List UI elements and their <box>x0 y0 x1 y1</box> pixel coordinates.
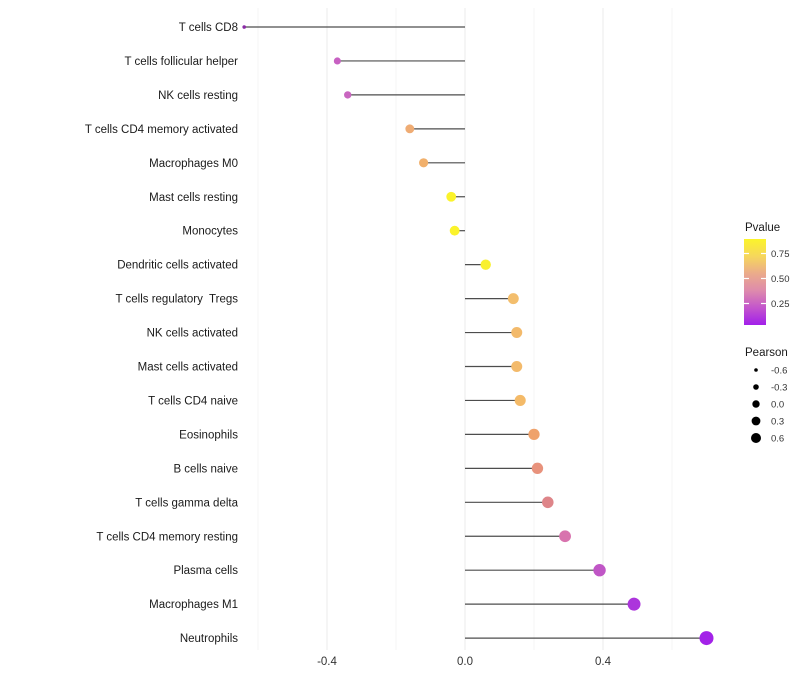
pvalue-colorbar-labels: 0.75 0.50 0.25 <box>771 249 790 310</box>
lollipop-point <box>528 428 540 441</box>
y-axis-label: Monocytes <box>182 226 238 238</box>
size-legend-label: -0.3 <box>771 383 787 394</box>
y-axis-label: Mast cells activated <box>138 362 238 374</box>
y-axis-label: Mast cells resting <box>149 192 238 204</box>
lollipop-point <box>507 293 519 305</box>
lollipop-point <box>511 361 523 372</box>
y-axis-label: NK cells activated <box>147 328 238 340</box>
y-axis-label: T cells regulatory Tregs <box>115 294 238 306</box>
lollipop-point <box>511 327 523 339</box>
pvalue-colorbar-ticks <box>744 252 766 305</box>
y-axis-label: Plasma cells <box>173 565 238 577</box>
pvalue-colorbar <box>744 239 766 325</box>
colorbar-tick-label: 0.25 <box>771 299 790 310</box>
x-axis-tick-label: 0.4 <box>595 656 612 668</box>
y-axis-label: Dendritic cells activated <box>117 260 238 272</box>
size-legend-dot <box>751 433 761 443</box>
y-axis-label: Macrophages M1 <box>149 599 238 611</box>
x-axis-tick-label: 0.0 <box>457 656 473 668</box>
size-legend-label: 0.3 <box>771 417 784 428</box>
size-legend-label: -0.6 <box>771 366 787 377</box>
lollipop-point <box>542 496 554 509</box>
pearson-size-legend: -0.6 -0.3 0.0 0.3 0.6 <box>751 366 787 445</box>
lollipop-point <box>699 631 714 646</box>
size-legend-dot <box>751 416 761 426</box>
x-axis-tick-labels: -0.4 0.0 0.4 <box>317 656 612 668</box>
y-axis-label: Macrophages M0 <box>149 158 238 170</box>
lollipop-point <box>449 225 460 236</box>
size-legend-dot <box>752 400 760 408</box>
y-axis-label: Eosinophils <box>179 429 238 441</box>
colorbar-tick-label: 0.50 <box>771 274 790 285</box>
lollipop-point <box>514 394 526 406</box>
lollipop-point <box>559 530 571 543</box>
lollipop-stems <box>244 26 707 639</box>
size-legend-dot <box>754 368 758 372</box>
y-axis-label: B cells naive <box>173 463 238 475</box>
y-axis-labels: T cells CD8 T cells follicular helper NK c… <box>85 22 239 645</box>
size-legend-dot <box>753 384 759 390</box>
y-axis-label: NK cells resting <box>158 90 238 102</box>
y-axis-label: T cells CD8 <box>179 22 238 34</box>
y-axis-label: T cells CD4 naive <box>148 395 238 407</box>
lollipop-point <box>627 597 641 611</box>
size-legend-label: 0.6 <box>771 434 784 445</box>
y-axis-label: Neutrophils <box>180 633 238 645</box>
pvalue-legend-title: Pvalue <box>745 222 780 234</box>
y-axis-label: T cells gamma delta <box>135 497 238 509</box>
legend: Pvalue 0.75 0.50 0.25 Pearson -0.6 -0.3 0.0 0… <box>744 222 790 445</box>
gridlines <box>257 8 673 650</box>
y-axis-label: T cells follicular helper <box>124 56 238 68</box>
y-axis-label: T cells CD4 memory activated <box>85 124 238 136</box>
lollipop-point <box>531 462 544 475</box>
x-axis-tick-label: -0.4 <box>317 656 337 668</box>
lollipop-point <box>446 191 457 202</box>
y-axis-label: T cells CD4 memory resting <box>96 531 238 543</box>
lollipop-point <box>344 91 352 99</box>
colorbar-tick-label: 0.75 <box>771 249 790 260</box>
size-legend-label: 0.0 <box>771 400 784 411</box>
lollipop-point <box>405 124 415 134</box>
lollipop-points <box>242 25 714 646</box>
lollipop-point <box>593 564 606 577</box>
lollipop-point <box>242 25 247 29</box>
lollipop-point <box>480 259 491 270</box>
lollipop-point <box>333 57 341 65</box>
pearson-legend-title: Pearson <box>745 347 788 359</box>
lollipop-point <box>419 158 429 168</box>
